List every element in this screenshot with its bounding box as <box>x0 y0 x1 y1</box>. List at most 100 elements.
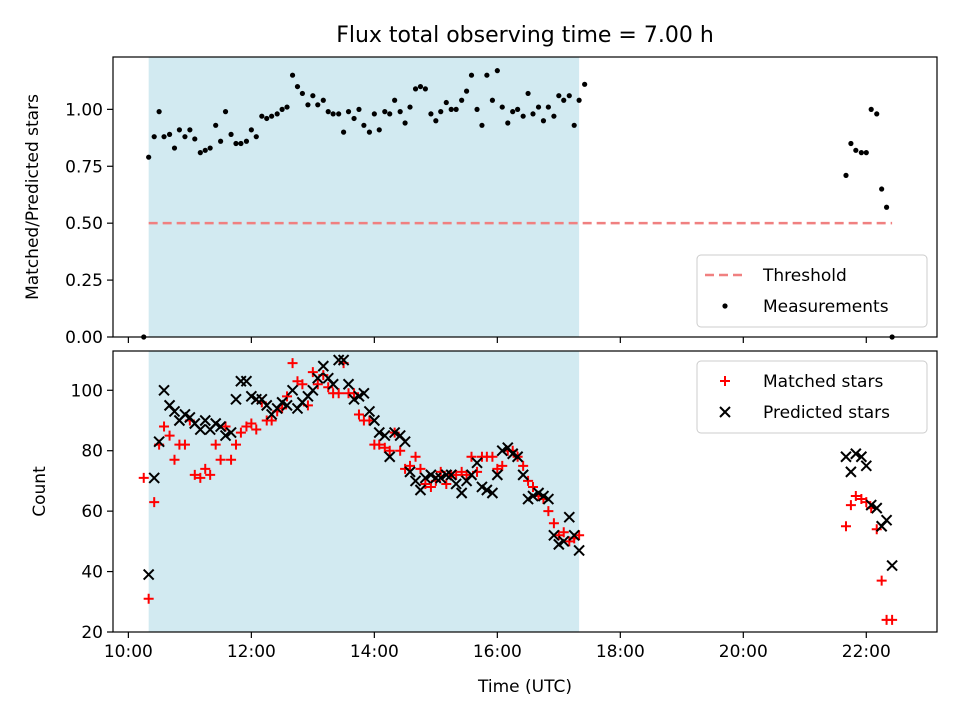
matched-star-point <box>297 379 308 390</box>
matched-star-point <box>543 506 554 517</box>
y-tick-label: 0.25 <box>65 271 103 291</box>
measurement-point <box>874 111 880 117</box>
legend-measurement-swatch <box>722 303 728 309</box>
matched-star-point <box>210 439 221 450</box>
predicted-star-point <box>312 372 324 384</box>
matched-star-point <box>312 379 323 390</box>
measurement-point <box>433 118 439 124</box>
measurement-point <box>863 150 869 156</box>
predicted-star-point <box>230 393 242 406</box>
predicted-star-point <box>225 426 237 439</box>
measurement-point <box>438 109 444 115</box>
measurement-point <box>515 106 521 112</box>
measurement-point <box>474 106 480 112</box>
measurement-point <box>494 68 500 74</box>
matched-star-point <box>518 460 529 471</box>
measurement-point <box>561 97 567 103</box>
measurement-point <box>166 131 173 137</box>
matched-star-point <box>523 475 534 486</box>
predicted-star-point <box>240 375 253 387</box>
measurement-point <box>284 104 290 110</box>
measurement-point <box>253 134 259 140</box>
predicted-star-point <box>373 426 385 439</box>
measurement-point <box>412 86 419 92</box>
matched-star-point <box>235 427 246 438</box>
matched-star-point <box>277 403 288 414</box>
measurement-point <box>453 106 459 112</box>
matched-star-point <box>374 439 385 450</box>
matched-star-point <box>159 421 170 432</box>
matched-star-point <box>226 454 237 465</box>
observing-window-shade <box>148 57 580 337</box>
predicted-star-point <box>332 354 345 366</box>
count-panel: 20 40 60 80 100 10:00 12:00 14:00 16:00 18:00 20:0… <box>30 350 938 697</box>
measurement-point <box>146 154 152 160</box>
legend-label: Matched stars <box>763 372 883 392</box>
measurement-point <box>422 86 428 92</box>
measurement-point <box>264 115 270 122</box>
measurement-point <box>402 120 408 126</box>
matched-star-point <box>451 469 462 480</box>
x-tick-label: 22:00 <box>842 642 891 662</box>
predicted-star-point <box>281 399 293 412</box>
legend: Matched stars Predicted stars <box>696 360 928 434</box>
measurement-point <box>407 104 413 110</box>
predicted-star-point <box>399 435 411 448</box>
predicted-star-point <box>307 384 319 396</box>
y-tick-label: 80 <box>81 442 103 462</box>
measurement-point <box>238 140 244 147</box>
predicted-star-point <box>368 414 381 427</box>
measurement-point <box>361 122 367 128</box>
measurement-point <box>582 81 588 87</box>
measurement-point <box>228 131 234 137</box>
measurement-point <box>222 109 229 115</box>
measurement-point <box>279 106 285 112</box>
y-tick-label: 100 <box>71 381 103 401</box>
matched-star-point <box>405 460 416 471</box>
predicted-star-point <box>568 529 580 542</box>
measurement-point <box>197 150 203 156</box>
measurement-point <box>371 111 377 117</box>
predicted-star-point <box>286 384 299 396</box>
predicted-star-point <box>414 484 427 496</box>
legend-label: Measurements <box>763 297 889 317</box>
measurement-point <box>192 136 198 142</box>
predicted-star-point <box>548 529 560 542</box>
predicted-star-point <box>194 423 207 436</box>
predicted-star-point <box>142 568 155 581</box>
predicted-star-point <box>317 360 330 372</box>
predicted-star-point <box>871 502 883 514</box>
measurement-point <box>499 104 505 110</box>
x-tick-label: 14:00 <box>350 642 399 662</box>
predicted-star-point <box>491 469 504 481</box>
measurement-point <box>843 172 849 178</box>
predicted-star-point <box>850 448 862 460</box>
predicted-star-point <box>855 451 868 463</box>
measurement-point <box>428 111 434 117</box>
measurement-point <box>218 138 224 144</box>
matched-star-point <box>420 478 431 489</box>
measurement-point <box>868 106 874 112</box>
legend-box <box>696 254 928 328</box>
predicted-star-point <box>153 435 165 448</box>
predicted-star-point <box>404 466 416 478</box>
measurement-point <box>320 97 326 103</box>
matched-star-point <box>195 472 206 483</box>
predicted-star-point <box>481 484 493 496</box>
predicted-star-point <box>445 469 457 481</box>
predicted-star-point <box>880 514 893 526</box>
axes-frame <box>112 350 938 633</box>
measurement-point <box>392 97 398 103</box>
matched-star-point <box>861 497 872 508</box>
matched-star-point <box>220 421 231 432</box>
matched-star-point <box>169 454 180 465</box>
predicted-star-point <box>450 478 462 490</box>
predicted-star-point <box>573 544 585 557</box>
measurement-point <box>345 109 352 115</box>
predicted-star-point <box>455 487 468 499</box>
measurement-point <box>351 115 357 122</box>
predicted-star-point <box>327 378 339 390</box>
measurement-point <box>269 113 275 119</box>
predicted-star-point <box>148 472 160 484</box>
